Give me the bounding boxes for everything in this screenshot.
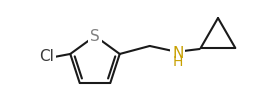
Text: N: N xyxy=(172,47,183,61)
Text: Cl: Cl xyxy=(39,50,54,64)
Text: H: H xyxy=(173,55,183,69)
Text: S: S xyxy=(90,29,100,44)
